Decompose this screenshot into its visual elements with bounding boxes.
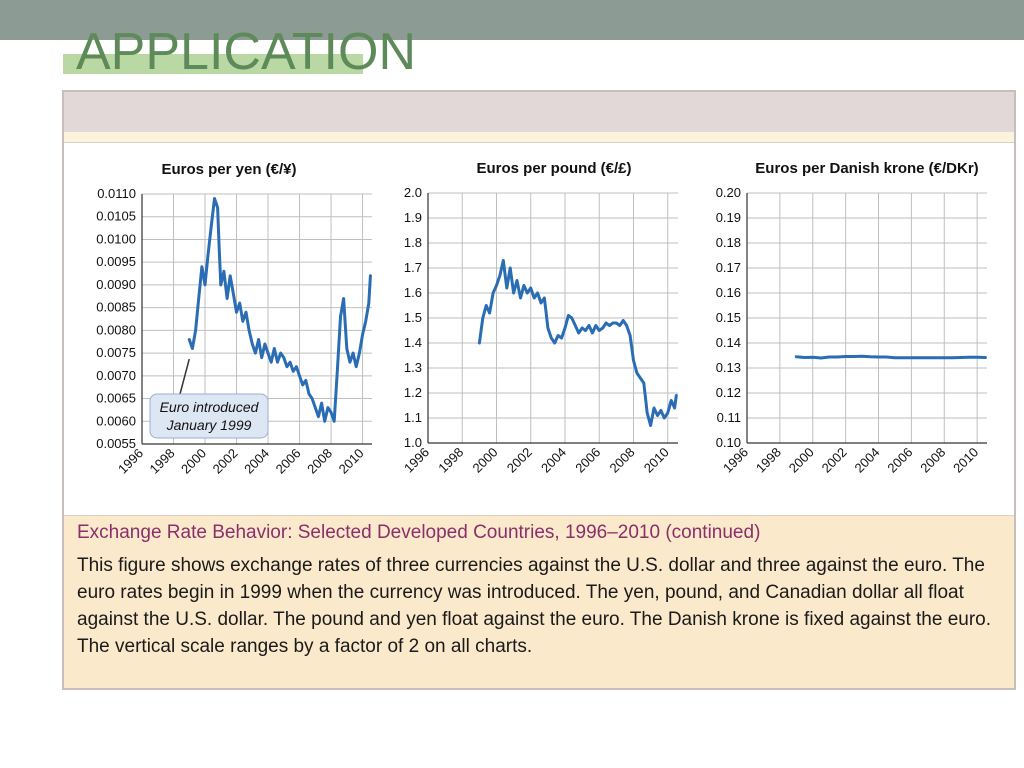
figure-header-strip <box>64 132 1014 140</box>
slide-title: APPLICATION <box>76 23 417 81</box>
x-tick-label: 1998 <box>147 446 178 477</box>
x-tick-label: 1998 <box>753 445 784 476</box>
y-tick-label: 0.14 <box>716 335 741 350</box>
y-tick-label: 0.12 <box>716 385 741 400</box>
y-tick-label: 1.2 <box>404 385 422 400</box>
y-tick-label: 0.0110 <box>97 186 136 201</box>
x-tick-label: 2002 <box>819 445 850 476</box>
x-tick-label: 2000 <box>786 445 817 476</box>
y-tick-label: 0.0095 <box>96 254 136 269</box>
annotation-text: January 1999 <box>166 417 252 433</box>
series-line <box>187 197 372 423</box>
y-tick-label: 0.15 <box>716 310 741 325</box>
y-tick-label: 0.0065 <box>96 391 136 406</box>
x-tick-label: 2006 <box>884 445 915 476</box>
y-tick-label: 1.5 <box>404 310 422 325</box>
caption-title: Exchange Rate Behavior: Selected Develop… <box>77 522 761 543</box>
x-tick-label: 2008 <box>304 446 335 477</box>
y-tick-label: 1.7 <box>404 260 422 275</box>
y-tick-label: 1.9 <box>404 210 422 225</box>
figure-header-bar <box>64 92 1014 132</box>
y-tick-label: 1.3 <box>404 360 422 375</box>
y-tick-label: 1.4 <box>404 335 422 350</box>
chart-1: Euros per yen (€/¥) 0.0110 0.0105 0.0100 0.0… <box>96 161 372 477</box>
x-tick-label: 2008 <box>917 445 948 476</box>
x-tick-label: 2010 <box>950 445 981 476</box>
y-tick-label: 1.6 <box>404 285 422 300</box>
y-tick-label: 0.0105 <box>96 209 136 224</box>
annotation-box <box>149 393 269 439</box>
annotation-leader <box>179 358 190 395</box>
y-tick-label: 0.0055 <box>96 436 136 451</box>
figure-caption: Exchange Rate Behavior: Selected Develop… <box>64 516 1014 688</box>
x-tick-label: 2000 <box>178 446 209 477</box>
y-tick-label: 0.0070 <box>96 368 136 383</box>
y-tick-label: 0.16 <box>716 285 741 300</box>
y-tick-label: 1.1 <box>404 410 422 425</box>
y-tick-label: 0.0085 <box>96 300 136 315</box>
y-tick-label: 0.17 <box>716 260 741 275</box>
y-tick-label: 0.0075 <box>96 345 136 360</box>
x-tick-label: 2004 <box>852 445 883 476</box>
chart-title: Euros per Danish krone (€/DKr) <box>755 160 978 177</box>
x-tick-label: 2008 <box>607 445 638 476</box>
series-line <box>794 354 987 360</box>
y-tick-label: 0.0090 <box>96 277 136 292</box>
chart-title: Euros per pound (€/£) <box>476 160 631 177</box>
x-tick-label: 2000 <box>470 445 501 476</box>
y-tick-label: 0.13 <box>716 360 741 375</box>
caption-body: This figure shows exchange rates of thre… <box>77 555 992 657</box>
y-tick-label: 0.11 <box>717 410 741 425</box>
y-tick-label: 0.19 <box>716 210 741 225</box>
x-tick-label: 2002 <box>210 446 241 477</box>
y-tick-label: 0.20 <box>716 185 741 200</box>
annotation-text: Euro introduced <box>160 399 260 415</box>
x-tick-label: 2002 <box>504 445 535 476</box>
y-tick-label: 0.0060 <box>96 413 136 428</box>
chart-3: Euros per Danish krone (€/DKr) 0.20 0.19 0.… <box>716 160 987 476</box>
y-tick-label: 1.0 <box>404 435 422 450</box>
x-tick-label: 2006 <box>572 445 603 476</box>
y-tick-label: 1.8 <box>404 235 422 250</box>
series-line <box>477 259 678 427</box>
x-tick-label: 2004 <box>538 445 569 476</box>
charts-svg: Euros per yen (€/¥) 0.0110 0.0105 0.0100 0.0… <box>96 160 987 477</box>
chart-2: Euros per pound (€/£) 2.0 1.9 1.8 1.7 1.6 1.5 1… <box>401 160 678 476</box>
y-tick-label: 0.0100 <box>96 231 136 246</box>
y-tick-label: 2.0 <box>404 185 422 200</box>
x-tick-label: 2010 <box>641 445 672 476</box>
y-tick-label: 0.10 <box>716 435 741 450</box>
x-tick-label: 2006 <box>273 446 304 477</box>
top-bar <box>0 0 1024 40</box>
y-tick-label: 0.0080 <box>96 322 136 337</box>
x-tick-label: 2010 <box>336 446 367 477</box>
chart-title: Euros per yen (€/¥) <box>161 161 296 178</box>
title-accent-bar <box>63 54 363 74</box>
y-tick-label: 0.18 <box>716 235 741 250</box>
x-tick-label: 1998 <box>435 445 466 476</box>
chart-area: Euros per yen (€/¥) 0.0110 0.0105 0.0100 0.0… <box>64 142 1014 516</box>
x-tick-label: 2004 <box>241 446 272 477</box>
figure-frame: Euros per yen (€/¥) 0.0110 0.0105 0.0100 0.0… <box>62 90 1016 690</box>
